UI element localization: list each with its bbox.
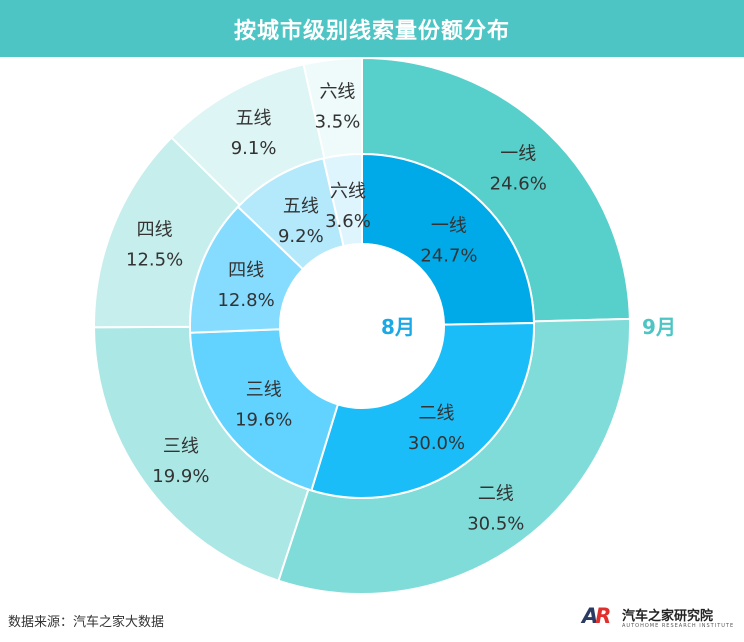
- inner-ring-value-label-3: 19.6%: [235, 410, 292, 431]
- data-source-note: 数据来源：汽车之家大数据: [8, 615, 165, 630]
- inner-ring-category-label-6: 六线: [330, 181, 366, 202]
- inner-ring-category-label-4: 四线: [228, 260, 264, 281]
- brand-subtitle: AUTOHOME RESEARCH INSTITUTE: [622, 623, 735, 629]
- donut-hole: [280, 244, 444, 408]
- chart-title-bar: 按城市级别线索量份额分布: [0, 0, 744, 57]
- segment-labels: 一线 24.7% 二线 30.0% 三线 19.6% 四线 12.8% 五线 9.2% 六线 3.6%…: [126, 81, 547, 534]
- inner-ring-category-label-5: 五线: [283, 196, 319, 217]
- outer-ring-value-label-1: 24.6%: [490, 174, 547, 195]
- outer-ring-category-label-2: 二线: [478, 484, 514, 505]
- outer-ring-value-label-4: 12.5%: [126, 249, 183, 270]
- inner-ring-value-label-2: 30.0%: [408, 433, 465, 454]
- chart-title: 按城市级别线索量份额分布: [233, 18, 510, 44]
- outer-ring-value-label-3: 19.9%: [152, 466, 209, 487]
- inner-ring-category-label-1: 一线: [431, 216, 467, 237]
- inner-ring-value-label-5: 9.2%: [278, 226, 324, 247]
- brand-name: 汽车之家研究院: [622, 609, 714, 624]
- outer-ring-category-label-4: 四线: [137, 219, 173, 240]
- outer-ring-value-label-6: 3.5%: [315, 111, 361, 132]
- inner-ring-slice-1: [361, 152, 535, 326]
- inner-ring-category-label-3: 三线: [246, 380, 282, 401]
- outer-ring-category-label-1: 一线: [500, 144, 536, 165]
- brand-logo: AR 汽车之家研究院 AUTOHOME RESEARCH INSTITUTE: [582, 602, 742, 636]
- outer-ring-category-label-6: 六线: [319, 81, 355, 102]
- brand-mark-icon: AR: [582, 604, 611, 628]
- outer-ring-name-label: 9月: [642, 315, 676, 339]
- outer-ring-category-label-5: 五线: [236, 108, 272, 129]
- outer-ring-9-month: [92, 57, 631, 595]
- outer-ring-category-label-3: 三线: [163, 436, 199, 457]
- inner-ring-value-label-6: 3.6%: [325, 211, 371, 232]
- inner-ring-category-label-2: 二线: [419, 403, 455, 424]
- inner-ring-value-label-4: 12.8%: [217, 290, 274, 311]
- outer-ring-value-label-5: 9.1%: [231, 138, 277, 159]
- outer-ring-value-label-2: 30.5%: [467, 514, 524, 535]
- nested-donut-chart: 一线 24.7% 二线 30.0% 三线 19.6% 四线 12.8% 五线 9.2% 六线 3.6%…: [92, 57, 676, 595]
- inner-ring-value-label-1: 24.7%: [420, 246, 477, 267]
- inner-ring-name-label: 8月: [381, 315, 415, 339]
